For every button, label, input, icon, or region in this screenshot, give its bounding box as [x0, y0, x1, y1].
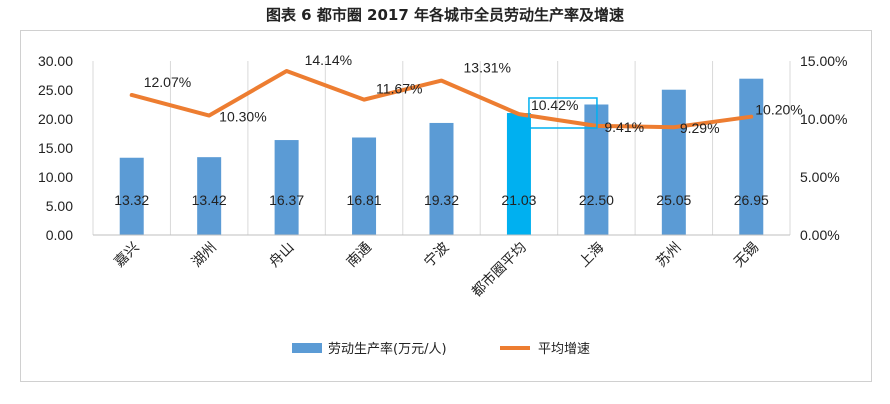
y-right-tick-label: 0.00% — [800, 227, 840, 243]
chart-border — [20, 30, 872, 382]
y-left-tick-label: 30.00 — [38, 53, 73, 69]
line-data-label: 13.31% — [464, 60, 511, 76]
bar-1 — [119, 157, 144, 235]
bar-data-label: 26.95 — [734, 192, 769, 208]
bar-data-label: 13.32 — [114, 192, 149, 208]
bar-data-label: 16.81 — [347, 192, 382, 208]
bar-data-label: 22.50 — [579, 192, 614, 208]
x-category-label: 都市圈平均 — [468, 239, 530, 301]
bar-data-label: 19.32 — [424, 192, 459, 208]
bar-data-label: 13.42 — [192, 192, 227, 208]
bar-data-label: 21.03 — [501, 192, 536, 208]
line-data-label: 14.14% — [305, 52, 352, 68]
x-category-label: 宁波 — [421, 239, 453, 271]
y-left-tick-label: 15.00 — [38, 140, 73, 156]
highlight-label-box — [528, 97, 598, 129]
x-category-label: 嘉兴 — [111, 240, 142, 271]
y-right-tick-label: 10.00% — [800, 111, 847, 127]
bar-2 — [197, 157, 222, 235]
bar-9 — [739, 78, 764, 235]
bar-5 — [429, 122, 454, 235]
x-category-label: 上海 — [576, 240, 607, 271]
y-left-tick-label: 0.00 — [46, 227, 73, 243]
x-category-label: 苏州 — [654, 240, 685, 271]
line-data-label: 11.67% — [376, 81, 422, 97]
line-data-label: 10.30% — [219, 109, 266, 125]
bar-8 — [661, 89, 686, 236]
x-category-label: 舟山 — [266, 240, 297, 271]
line-data-label: 9.41% — [604, 119, 644, 135]
bar-6 — [506, 113, 531, 235]
legend-label-line: 平均增速 — [538, 342, 590, 357]
line-data-label: 10.20% — [755, 102, 802, 118]
line-data-label: 9.29% — [680, 120, 720, 136]
y-left-tick-label: 20.00 — [38, 111, 73, 127]
bar-4 — [352, 137, 377, 235]
y-left-tick-label: 25.00 — [38, 82, 73, 98]
bar-data-label: 16.37 — [269, 192, 304, 208]
y-right-tick-label: 5.00% — [800, 169, 840, 185]
bar-data-label: 25.05 — [656, 192, 691, 208]
bar-3 — [274, 140, 299, 235]
legend-label-bar: 劳动生产率(万元/人) — [328, 341, 447, 357]
x-category-label: 湖州 — [189, 240, 220, 271]
legend-swatch-bar — [292, 343, 322, 353]
chart-title: 图表 6 都市圈 2017 年各城市全员劳动生产率及增速 — [265, 6, 625, 24]
y-left-tick-label: 5.00 — [46, 198, 73, 214]
x-category-label: 无锡 — [731, 240, 762, 271]
line-series-growth — [129, 68, 754, 130]
y-right-tick-label: 15.00% — [800, 53, 847, 69]
y-left-tick-label: 10.00 — [38, 169, 73, 185]
line-data-label: 10.42% — [531, 97, 578, 113]
x-category-label: 南通 — [344, 240, 375, 271]
line-data-label: 12.07% — [144, 74, 191, 90]
